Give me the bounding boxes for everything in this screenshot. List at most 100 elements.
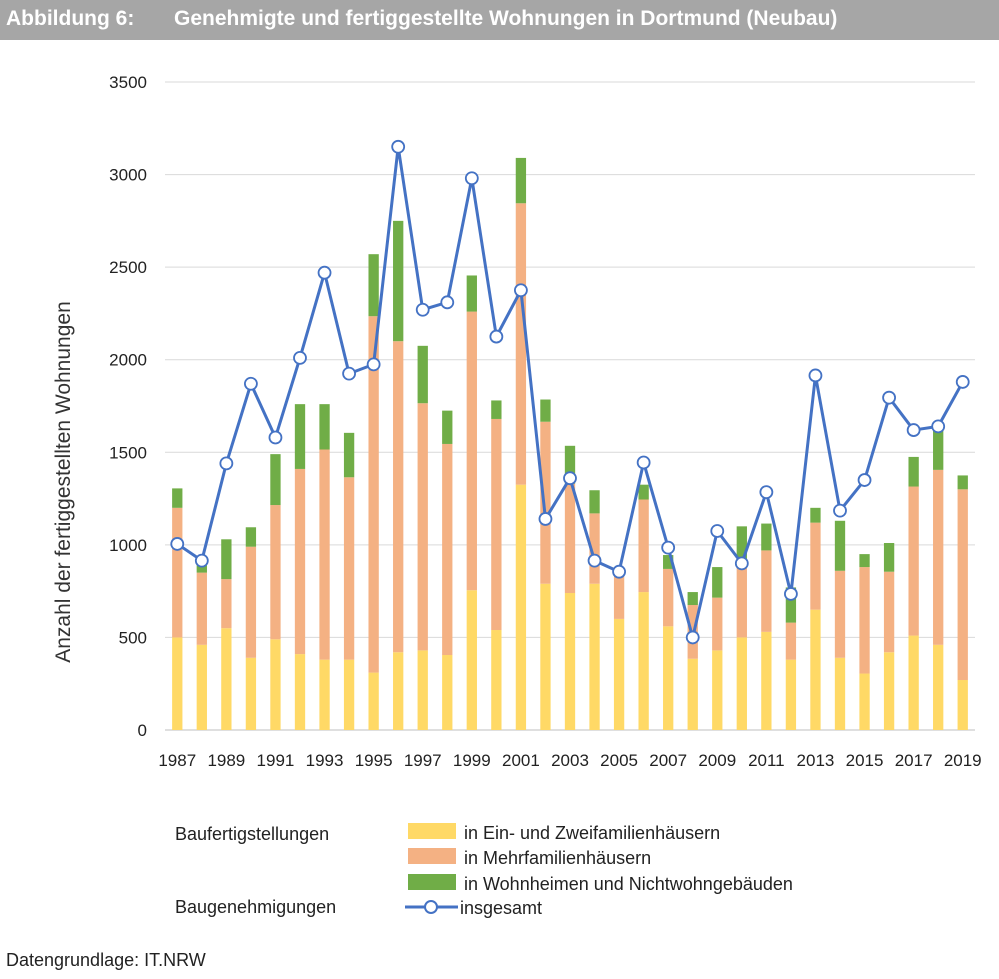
bar-single-family	[196, 644, 207, 730]
bar-single-family	[172, 637, 183, 730]
bar-single-family	[245, 657, 257, 730]
bar-single-family	[221, 628, 232, 730]
source-note: Datengrundlage: IT.NRW	[6, 950, 206, 970]
x-tick-label: 1993	[306, 751, 344, 770]
bar-single-family	[785, 659, 797, 730]
bar-multi-family	[613, 572, 625, 619]
bar-dormitories	[589, 490, 600, 514]
bar-multi-family	[515, 203, 527, 485]
bar-single-family	[687, 658, 698, 730]
bar-multi-family	[221, 579, 232, 629]
figure-number: Abbildung 6:	[6, 7, 135, 30]
total-point	[906, 423, 921, 437]
total-point	[194, 553, 209, 568]
total-point	[759, 485, 774, 499]
total-point	[489, 329, 504, 344]
x-axis-ticks: 1987 1989 1991 1993 1995 1997 1999 2001 2003 2005…	[158, 751, 981, 770]
bar-multi-family	[859, 567, 870, 674]
total-point	[170, 537, 185, 551]
x-tick-label: 2015	[846, 751, 884, 770]
total-point	[391, 139, 406, 154]
bar-dormitories	[933, 430, 944, 470]
bar-single-family	[343, 659, 355, 730]
bar-multi-family	[270, 505, 281, 640]
bar-single-family	[319, 659, 330, 730]
bar-dormitories	[712, 567, 723, 598]
bar-dormitories	[736, 526, 747, 564]
total-point	[587, 553, 602, 568]
bar-dormitories	[761, 523, 772, 551]
total-point	[464, 171, 479, 186]
bar-multi-family	[466, 311, 477, 591]
bar-multi-family	[319, 449, 330, 660]
bar-single-family	[515, 484, 527, 730]
total-point	[415, 302, 430, 317]
bar-single-family	[834, 657, 846, 730]
x-tick-label: 2017	[895, 751, 933, 770]
bar-single-family	[810, 609, 821, 730]
y-tick-label: 3500	[109, 73, 147, 92]
bar-single-family	[466, 590, 477, 730]
legend-swatch-dormitories	[408, 874, 456, 890]
bar-multi-family	[810, 522, 821, 610]
total-point	[857, 473, 872, 487]
bar-multi-family	[294, 468, 306, 655]
chart: 0 500 1000 1500 2000 2500 3000 3500 1987 1989 199…	[52, 73, 982, 918]
bar-single-family	[761, 631, 772, 730]
x-tick-label: 1991	[257, 751, 295, 770]
x-tick-label: 1989	[207, 751, 245, 770]
total-point	[710, 524, 725, 538]
bar-dormitories	[172, 488, 183, 508]
total-line	[170, 139, 970, 645]
total-point	[244, 376, 258, 391]
bar-multi-family	[540, 421, 551, 584]
bar-single-family	[908, 635, 919, 730]
legend-label-total: insgesamt	[460, 898, 542, 918]
bar-single-family	[933, 644, 944, 730]
total-point	[342, 366, 356, 381]
bar-multi-family	[736, 563, 747, 638]
bar-dormitories	[564, 445, 576, 484]
bar-single-family	[613, 618, 625, 730]
total-point	[538, 512, 553, 526]
bar-multi-family	[491, 418, 502, 631]
bar-single-family	[736, 637, 747, 730]
bar-single-family	[589, 583, 600, 730]
bar-dormitories	[859, 554, 870, 568]
bar-single-family	[417, 650, 428, 730]
bar-multi-family	[393, 341, 404, 653]
total-point	[636, 455, 651, 470]
bar-multi-family	[172, 507, 183, 638]
bar-dormitories	[491, 400, 502, 419]
x-tick-label: 2005	[600, 751, 638, 770]
bar-multi-family	[712, 597, 723, 651]
bar-multi-family	[933, 469, 944, 645]
legend-group-completions: Baufertigstellungen	[175, 824, 329, 844]
bar-dormitories	[319, 404, 330, 450]
bar-dormitories	[221, 539, 232, 580]
bar-dormitories	[466, 275, 477, 312]
bar-dormitories	[785, 587, 797, 623]
total-point	[440, 295, 455, 310]
x-tick-label: 1987	[158, 751, 196, 770]
bar-dormitories	[663, 555, 674, 569]
bar-multi-family	[343, 477, 355, 660]
total-point	[784, 587, 798, 601]
bar-dormitories	[294, 404, 306, 469]
y-tick-label: 2500	[109, 258, 147, 277]
bar-multi-family	[564, 483, 576, 593]
x-tick-label: 2007	[649, 751, 687, 770]
legend-swatch-single-family	[408, 823, 456, 839]
total-point	[882, 390, 896, 405]
bar-dormitories	[417, 345, 428, 404]
bar-single-family	[270, 639, 281, 730]
bar-single-family	[442, 655, 453, 730]
legend-marker-total	[424, 900, 438, 914]
total-point	[734, 556, 749, 571]
y-tick-label: 2000	[109, 351, 147, 370]
bars	[172, 157, 968, 730]
x-tick-label: 2013	[797, 751, 835, 770]
bar-multi-family	[196, 572, 207, 645]
total-point	[808, 368, 823, 383]
bar-multi-family	[834, 570, 846, 658]
